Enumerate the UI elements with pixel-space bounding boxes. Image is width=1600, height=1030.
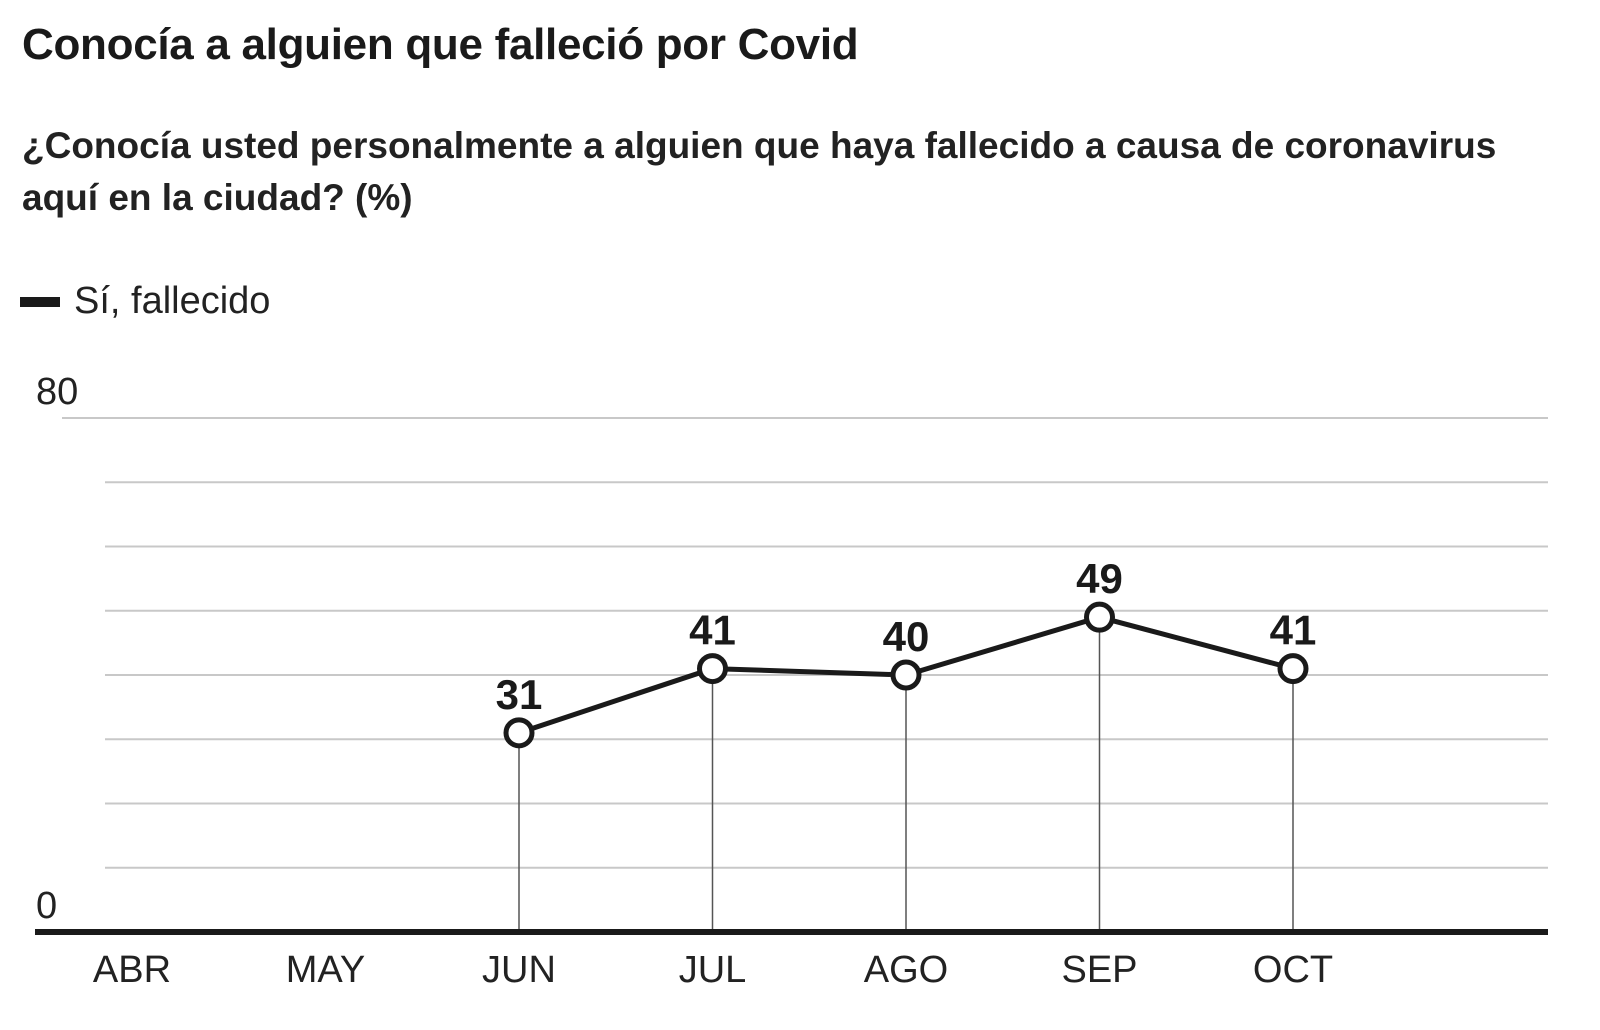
x-tick-label-ago: AGO (864, 949, 948, 991)
x-tick-label-jul: JUL (679, 949, 747, 991)
x-tick-label-abr: ABR (93, 949, 171, 991)
chart-title: Conocía a alguien que falleció por Covid (22, 20, 859, 69)
legend-swatch (20, 296, 60, 307)
data-point-oct (1277, 653, 1309, 685)
series-layer: 31 41 40 49 41 (496, 555, 1317, 749)
chart-subtitle: ¿Conocía usted personalmente a alguien q… (22, 125, 1497, 218)
data-point-ago (890, 659, 922, 691)
y-tick-label-0: 0 (36, 885, 57, 927)
x-tick-label-may: MAY (286, 949, 366, 991)
data-point-jul (697, 653, 728, 685)
data-label-jun: 31 (496, 671, 543, 718)
data-label-sep: 49 (1076, 555, 1123, 602)
x-tick-label-sep: SEP (1061, 949, 1137, 991)
y-tick-label-80: 80 (36, 371, 78, 413)
legend-label: Sí, fallecido (74, 280, 271, 322)
grid-layer (62, 417, 1548, 932)
data-point-sep (1084, 601, 1115, 633)
x-tick-label-oct: OCT (1253, 949, 1333, 991)
data-label-jul: 41 (689, 607, 736, 654)
axis-layer: 80 0 ABR MAY JUN JUL AGO SEP OCT (35, 371, 1548, 991)
data-label-ago: 40 (883, 613, 930, 660)
data-point-jun (503, 717, 535, 749)
legend: Sí, fallecido (20, 280, 270, 323)
x-tick-label-jun: JUN (482, 949, 556, 991)
data-label-oct: 41 (1270, 607, 1317, 654)
